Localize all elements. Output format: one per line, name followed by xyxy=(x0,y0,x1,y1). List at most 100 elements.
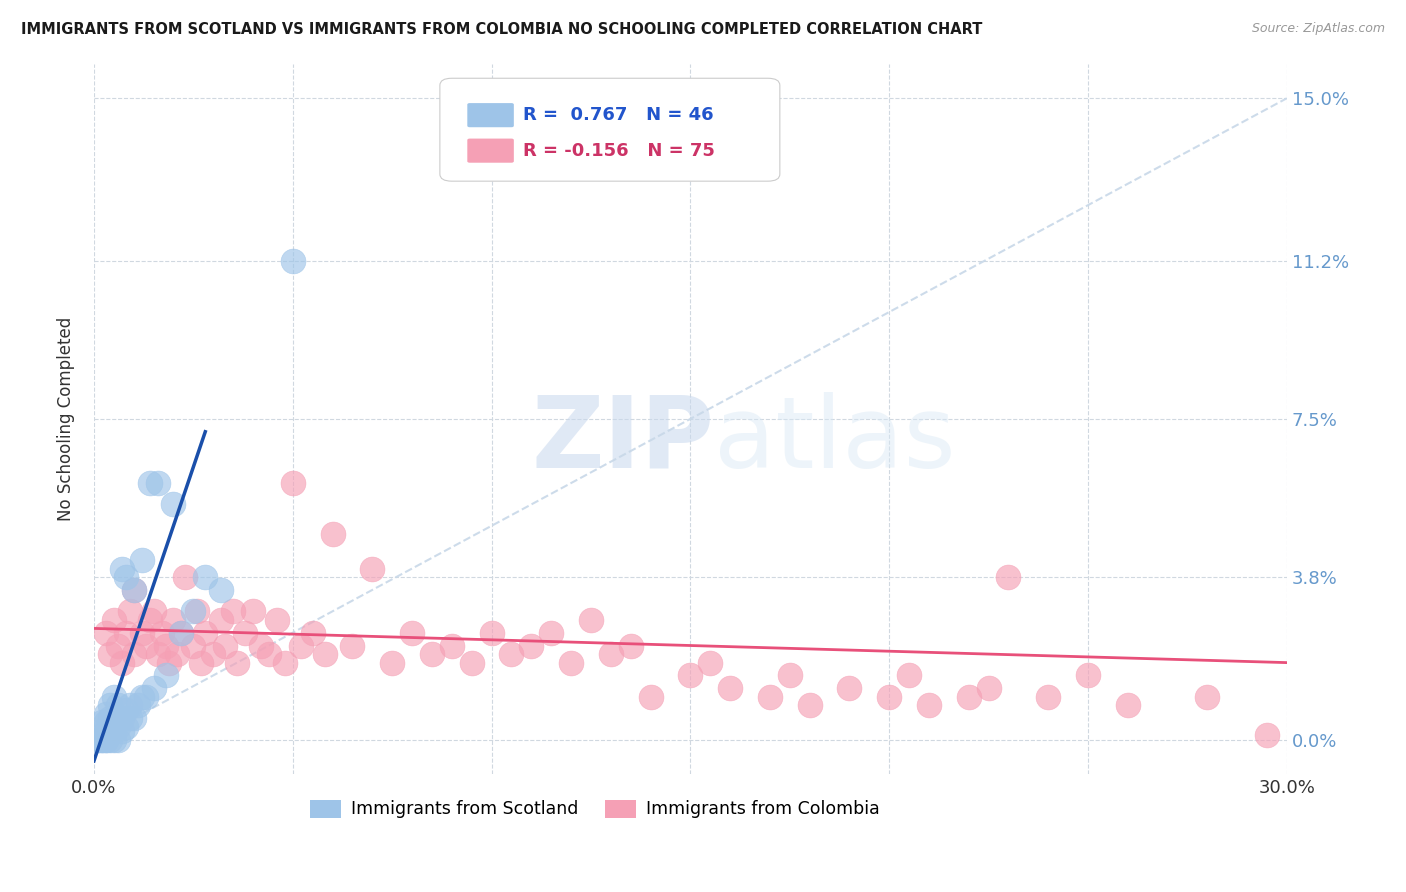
Point xyxy=(90,724,112,739)
Point xyxy=(209,582,232,597)
Point xyxy=(122,647,145,661)
Point xyxy=(401,625,423,640)
Point xyxy=(242,604,264,618)
Point xyxy=(107,639,129,653)
Point xyxy=(98,724,121,739)
Point xyxy=(420,647,443,661)
Point xyxy=(759,690,782,704)
Point xyxy=(146,476,169,491)
Point xyxy=(170,625,193,640)
Point xyxy=(1197,690,1219,704)
Point xyxy=(202,647,225,661)
Point xyxy=(321,527,343,541)
Point xyxy=(118,698,141,713)
Text: atlas: atlas xyxy=(714,392,956,489)
Point xyxy=(150,625,173,640)
Point xyxy=(107,732,129,747)
Point xyxy=(114,720,136,734)
Point xyxy=(250,639,273,653)
Point xyxy=(170,625,193,640)
Point xyxy=(381,656,404,670)
Point xyxy=(957,690,980,704)
Point xyxy=(540,625,562,640)
Point xyxy=(838,681,860,696)
Point xyxy=(94,706,117,721)
Point xyxy=(194,570,217,584)
Point xyxy=(98,647,121,661)
Point xyxy=(440,639,463,653)
Point xyxy=(90,732,112,747)
Point xyxy=(214,639,236,653)
Point xyxy=(174,570,197,584)
Y-axis label: No Schooling Completed: No Schooling Completed xyxy=(58,317,75,521)
Text: R = -0.156   N = 75: R = -0.156 N = 75 xyxy=(523,142,716,160)
Point xyxy=(118,604,141,618)
Point xyxy=(87,732,110,747)
Text: ZIP: ZIP xyxy=(531,392,714,489)
Legend: Immigrants from Scotland, Immigrants from Colombia: Immigrants from Scotland, Immigrants fro… xyxy=(302,793,887,825)
Point xyxy=(560,656,582,670)
Point xyxy=(877,690,900,704)
Point xyxy=(361,561,384,575)
Point xyxy=(103,732,125,747)
Point xyxy=(799,698,821,713)
Point xyxy=(122,582,145,597)
Point xyxy=(94,715,117,730)
Point xyxy=(131,625,153,640)
Point xyxy=(281,476,304,491)
Point xyxy=(290,639,312,653)
Point xyxy=(209,613,232,627)
FancyBboxPatch shape xyxy=(467,138,513,162)
Point xyxy=(266,613,288,627)
Point xyxy=(103,711,125,725)
Point xyxy=(142,604,165,618)
Point xyxy=(94,724,117,739)
Point xyxy=(94,732,117,747)
Point xyxy=(222,604,245,618)
Point xyxy=(699,656,721,670)
Point xyxy=(114,570,136,584)
Point xyxy=(138,476,160,491)
Point xyxy=(1038,690,1060,704)
Point xyxy=(918,698,941,713)
Point xyxy=(155,668,177,682)
Point xyxy=(194,625,217,640)
Point xyxy=(114,625,136,640)
Point xyxy=(98,698,121,713)
Point xyxy=(460,656,482,670)
Point xyxy=(166,647,188,661)
Point xyxy=(997,570,1019,584)
Point xyxy=(131,690,153,704)
Text: IMMIGRANTS FROM SCOTLAND VS IMMIGRANTS FROM COLOMBIA NO SCHOOLING COMPLETED CORR: IMMIGRANTS FROM SCOTLAND VS IMMIGRANTS F… xyxy=(21,22,983,37)
Point xyxy=(111,711,134,725)
Point xyxy=(481,625,503,640)
FancyBboxPatch shape xyxy=(467,103,513,128)
Text: Source: ZipAtlas.com: Source: ZipAtlas.com xyxy=(1251,22,1385,36)
Point xyxy=(640,690,662,704)
Point xyxy=(138,613,160,627)
Point xyxy=(779,668,801,682)
Point xyxy=(162,498,184,512)
Point xyxy=(898,668,921,682)
Point xyxy=(301,625,323,640)
Point xyxy=(257,647,280,661)
Point xyxy=(90,732,112,747)
Point xyxy=(90,715,112,730)
Point xyxy=(107,698,129,713)
Point xyxy=(620,639,643,653)
Point xyxy=(135,690,157,704)
Point xyxy=(122,582,145,597)
Point xyxy=(183,639,205,653)
Point xyxy=(190,656,212,670)
Point xyxy=(118,711,141,725)
Point xyxy=(679,668,702,682)
Point xyxy=(146,647,169,661)
Point xyxy=(183,604,205,618)
Point xyxy=(131,553,153,567)
Point xyxy=(599,647,621,661)
Point xyxy=(281,253,304,268)
Point xyxy=(314,647,336,661)
Point xyxy=(1116,698,1139,713)
Point xyxy=(501,647,523,661)
Point xyxy=(111,724,134,739)
